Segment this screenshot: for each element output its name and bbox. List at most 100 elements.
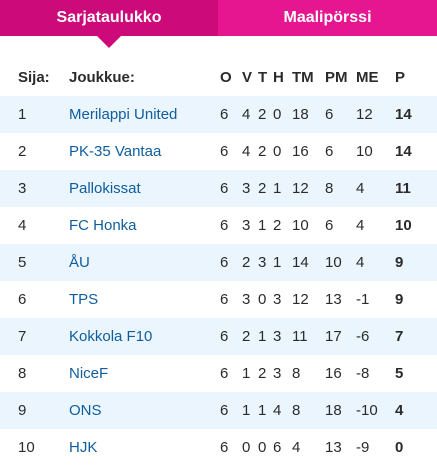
draws-cell: 0 [258,439,267,456]
tab-standings[interactable]: Sarjataulukko [0,0,218,36]
points-cell: 14 [395,143,412,160]
goals-against-cell: 13 [325,439,342,456]
goals-for-cell: 18 [292,106,309,123]
points-cell: 14 [395,106,412,123]
team-link[interactable]: FC Honka [69,217,137,234]
tab-bar: Sarjataulukko Maalipörssi [0,0,437,50]
goals-for-cell: 14 [292,254,309,271]
draws-cell: 2 [258,365,267,382]
rank-cell: 5 [18,254,27,271]
table-row: 2 PK-35 Vantaa 6 4 2 0 16 6 10 14 [0,133,437,170]
goals-against-cell: 10 [325,254,342,271]
header-rank: Sija: [18,68,50,86]
team-link[interactable]: HJK [69,439,98,456]
rank-cell: 4 [18,217,27,234]
goals-for-cell: 8 [292,365,301,382]
team-link[interactable]: PK-35 Vantaa [69,143,162,160]
tab-standings-label: Sarjataulukko [56,9,162,26]
wins-cell: 2 [242,328,251,345]
rank-cell: 3 [18,180,27,197]
team-link[interactable]: Kokkola F10 [69,328,153,345]
played-cell: 6 [220,106,229,123]
tab-scorers[interactable]: Maalipörssi [218,0,437,36]
table-row: 1 Merilappi United 6 4 2 0 18 6 12 14 [0,96,437,133]
tab-scorers-label: Maalipörssi [283,9,372,26]
team-link[interactable]: ÅU [69,254,90,271]
points-cell: 7 [395,328,404,345]
points-cell: 10 [395,217,412,234]
wins-cell: 1 [242,402,251,419]
rank-cell: 9 [18,402,27,419]
table-row: 9 ONS 6 1 1 4 8 18 -10 4 [0,392,437,429]
losses-cell: 1 [273,180,282,197]
wins-cell: 4 [242,143,251,160]
goals-against-cell: 6 [325,143,334,160]
draws-cell: 1 [258,328,267,345]
points-cell: 11 [395,180,411,197]
played-cell: 6 [220,254,229,271]
wins-cell: 3 [242,217,251,234]
losses-cell: 3 [273,365,282,382]
goals-for-cell: 12 [292,180,309,197]
table-row: 6 TPS 6 3 0 3 12 13 -1 9 [0,281,437,318]
table-row: 8 NiceF 6 1 2 3 8 16 -8 5 [0,355,437,392]
header-goals-against: PM [325,68,348,86]
points-cell: 9 [395,254,404,271]
played-cell: 6 [220,439,229,456]
goal-diff-cell: -6 [356,328,370,345]
goal-diff-cell: -8 [356,365,370,382]
team-link[interactable]: Pallokissat [69,180,141,197]
goal-diff-cell: 4 [356,254,365,271]
goal-diff-cell: -10 [356,402,378,419]
wins-cell: 2 [242,254,251,271]
points-cell: 0 [395,439,404,456]
goal-diff-cell: 4 [356,180,365,197]
played-cell: 6 [220,217,229,234]
draws-cell: 2 [258,180,267,197]
losses-cell: 3 [273,291,282,308]
goals-for-cell: 12 [292,291,309,308]
team-link[interactable]: ONS [69,402,102,419]
header-goal-diff: ME [356,68,379,86]
team-link[interactable]: TPS [69,291,99,308]
team-link[interactable]: NiceF [69,365,109,382]
goals-against-cell: 8 [325,180,334,197]
draws-cell: 1 [258,402,267,419]
goal-diff-cell: 10 [356,143,373,160]
played-cell: 6 [220,180,229,197]
header-losses: H [273,68,284,86]
goal-diff-cell: 4 [356,217,365,234]
header-goals-for: TM [292,68,314,86]
goals-against-cell: 6 [325,106,334,123]
rank-cell: 7 [18,328,27,345]
goals-against-cell: 13 [325,291,342,308]
draws-cell: 3 [258,254,267,271]
losses-cell: 6 [273,439,282,456]
goal-diff-cell: -1 [356,291,370,308]
goals-against-cell: 18 [325,402,342,419]
wins-cell: 4 [242,106,251,123]
wins-cell: 3 [242,180,251,197]
team-link[interactable]: Merilappi United [69,106,178,123]
active-tab-pointer [97,36,121,48]
table-row: 5 ÅU 6 2 3 1 14 10 4 9 [0,244,437,281]
rank-cell: 1 [18,106,27,123]
draws-cell: 0 [258,291,267,308]
header-team: Joukkue: [69,68,135,86]
goals-for-cell: 16 [292,143,309,160]
table-row: 4 FC Honka 6 3 1 2 10 6 4 10 [0,207,437,244]
table-header: Sija: Joukkue: O V T H TM PM ME P [0,58,437,96]
played-cell: 6 [220,328,229,345]
points-cell: 4 [395,402,404,419]
losses-cell: 1 [273,254,282,271]
goals-against-cell: 6 [325,217,334,234]
wins-cell: 3 [242,291,251,308]
points-cell: 5 [395,365,404,382]
losses-cell: 4 [273,402,282,419]
header-points: P [395,68,406,86]
header-wins: V [242,68,253,86]
losses-cell: 2 [273,217,282,234]
header-draws: T [258,68,268,86]
goals-against-cell: 16 [325,365,342,382]
points-cell: 9 [395,291,404,308]
